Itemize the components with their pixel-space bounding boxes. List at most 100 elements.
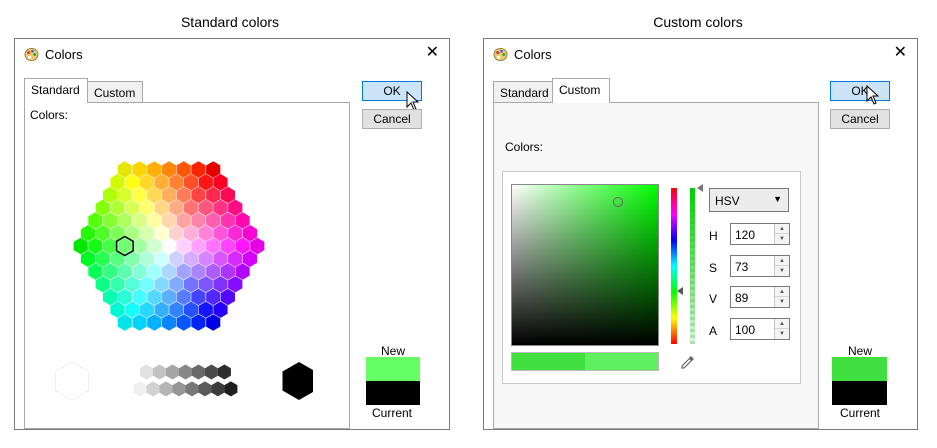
hex-color-cell[interactable] — [161, 288, 177, 306]
hex-color-cell[interactable] — [147, 288, 162, 306]
hex-color-cell[interactable] — [110, 174, 125, 191]
hex-color-cell[interactable] — [95, 199, 110, 217]
hex-color-cell[interactable] — [213, 225, 228, 242]
gray-color-cell[interactable] — [198, 381, 212, 397]
tab-custom[interactable]: Custom — [87, 81, 143, 103]
hex-color-cell[interactable] — [139, 174, 154, 191]
hex-color-cell[interactable] — [154, 174, 169, 191]
hex-color-cell[interactable] — [206, 161, 221, 178]
hex-color-cell[interactable] — [110, 225, 125, 242]
tab-standard[interactable]: Standard — [493, 81, 553, 103]
spin-down-icon[interactable]: ▼ — [775, 329, 789, 339]
hex-color-cell[interactable] — [73, 237, 88, 255]
hex-color-cell[interactable] — [169, 174, 184, 191]
gray-color-cell[interactable] — [217, 364, 231, 380]
hex-color-cell[interactable] — [191, 314, 206, 331]
hex-color-cell[interactable] — [250, 237, 265, 255]
hex-color-cell[interactable] — [206, 237, 221, 255]
hex-color-cell[interactable] — [139, 199, 154, 217]
hex-color-cell[interactable] — [103, 288, 118, 306]
hex-color-cell[interactable] — [176, 288, 191, 306]
spin-up-icon[interactable]: ▲ — [775, 287, 789, 297]
hex-color-cell[interactable] — [117, 212, 132, 229]
hex-color-cell[interactable] — [125, 250, 140, 268]
hex-color-cell[interactable] — [132, 237, 147, 255]
hex-color-cell[interactable] — [125, 301, 140, 318]
saturation-input[interactable]: 73 ▲ ▼ — [730, 255, 790, 277]
spin-down-icon[interactable]: ▼ — [775, 234, 789, 244]
ok-button[interactable]: OK — [830, 81, 890, 101]
hex-color-cell[interactable] — [132, 314, 147, 331]
gray-color-cell[interactable] — [153, 364, 166, 380]
saturation-value-area[interactable] — [511, 184, 659, 346]
hex-color-cell[interactable] — [139, 276, 154, 293]
hex-color-cell[interactable] — [184, 301, 199, 318]
spin-down-icon[interactable]: ▼ — [775, 297, 789, 307]
hex-color-cell[interactable] — [125, 225, 140, 242]
hex-color-cell[interactable] — [80, 225, 96, 242]
hex-color-cell[interactable] — [95, 276, 110, 293]
hex-color-cell[interactable] — [132, 212, 147, 229]
hex-color-cell[interactable] — [235, 212, 250, 229]
close-icon[interactable]: ✕ — [893, 44, 907, 61]
hex-color-cell[interactable] — [184, 250, 199, 268]
hex-color-cell[interactable] — [88, 237, 103, 255]
hex-color-cell[interactable] — [228, 225, 243, 242]
hex-color-cell[interactable] — [110, 250, 125, 268]
hex-color-cell[interactable] — [95, 225, 110, 242]
hex-color-cell[interactable] — [176, 314, 191, 331]
hex-color-cell[interactable] — [110, 301, 125, 318]
hex-color-cell[interactable] — [206, 288, 221, 306]
gray-color-cell[interactable] — [224, 381, 238, 397]
spin-down-icon[interactable]: ▼ — [775, 266, 789, 276]
alpha-slider-thumb[interactable] — [697, 184, 703, 192]
hex-color-cell[interactable] — [103, 237, 118, 255]
hex-color-cell[interactable] — [110, 276, 125, 293]
hex-color-cell[interactable] — [191, 212, 206, 229]
white-color-cell[interactable] — [55, 361, 89, 401]
hex-color-cell[interactable] — [139, 225, 154, 242]
alpha-slider[interactable] — [690, 188, 695, 344]
hex-color-cell[interactable] — [132, 288, 147, 306]
hex-color-cell[interactable] — [198, 199, 213, 217]
hex-color-cell[interactable] — [198, 225, 213, 242]
hex-color-cell[interactable] — [132, 263, 147, 280]
hex-color-cell[interactable] — [235, 263, 250, 280]
hex-color-cell[interactable] — [206, 314, 221, 331]
hex-color-cell[interactable] — [154, 276, 169, 293]
hex-color-cell[interactable] — [147, 161, 162, 178]
hex-color-cell[interactable] — [176, 186, 191, 204]
spin-up-icon[interactable]: ▲ — [775, 224, 789, 234]
gray-color-cell[interactable] — [159, 381, 173, 397]
hex-color-cell[interactable] — [198, 250, 213, 268]
grayscale-swatch-row[interactable] — [33, 359, 313, 404]
hex-color-cell[interactable] — [184, 225, 199, 242]
gray-color-cell[interactable] — [140, 364, 153, 380]
gray-color-cell[interactable] — [205, 364, 218, 380]
hex-color-cell[interactable] — [191, 161, 206, 178]
hex-color-cell[interactable] — [154, 225, 169, 242]
hex-color-cell[interactable] — [169, 301, 184, 318]
gray-color-cell[interactable] — [179, 364, 192, 380]
hex-color-cell[interactable] — [213, 199, 228, 217]
hex-color-cell[interactable] — [220, 212, 235, 229]
tab-custom[interactable]: Custom — [552, 78, 610, 103]
hex-color-cell[interactable] — [132, 186, 147, 204]
gray-color-cell[interactable] — [146, 381, 160, 397]
hex-color-cell[interactable] — [176, 161, 191, 178]
hex-color-cell[interactable] — [103, 186, 118, 204]
hex-color-cell[interactable] — [117, 186, 132, 204]
hex-color-cell[interactable] — [191, 288, 206, 306]
hex-color-cell[interactable] — [95, 250, 110, 268]
hex-color-cell[interactable] — [242, 250, 258, 268]
gray-color-cell[interactable] — [192, 364, 205, 380]
hex-color-cell[interactable] — [228, 276, 243, 293]
hex-color-cell[interactable] — [242, 225, 258, 242]
hex-color-cell[interactable] — [206, 186, 221, 204]
hex-color-cell[interactable] — [176, 237, 191, 255]
hex-color-cell[interactable] — [117, 237, 132, 255]
hex-color-cell[interactable] — [161, 263, 177, 280]
hex-color-cell[interactable] — [176, 263, 191, 280]
hex-color-cell[interactable] — [161, 237, 177, 255]
hex-color-cell[interactable] — [206, 263, 221, 280]
